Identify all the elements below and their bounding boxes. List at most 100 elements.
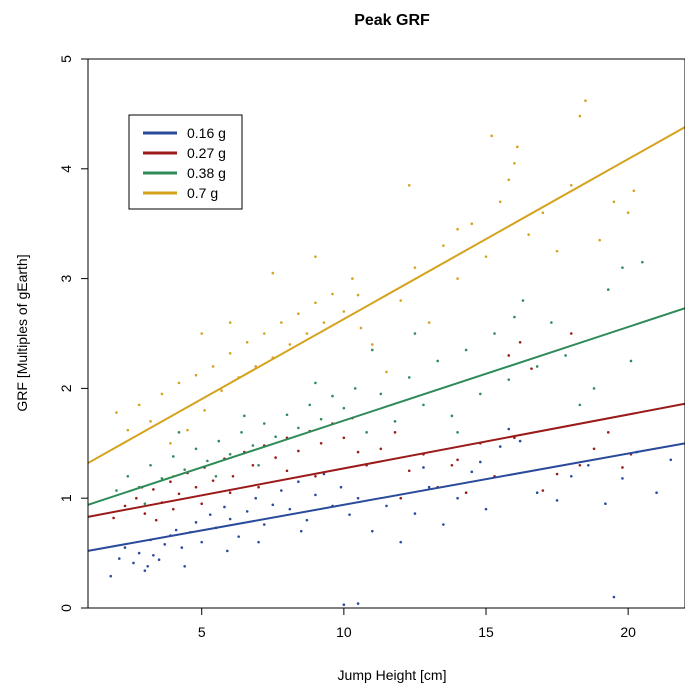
data-point	[584, 99, 587, 103]
data-point	[160, 392, 164, 396]
fit-line	[87, 402, 685, 518]
legend: 0.16 g 0.27 g 0.38 g 0.7 g	[128, 114, 243, 210]
data-point	[297, 449, 300, 453]
data-point	[365, 431, 368, 434]
data-point	[274, 456, 277, 459]
data-point	[262, 332, 266, 335]
data-point	[598, 238, 602, 242]
fit-lines-layer	[87, 126, 685, 552]
data-point	[115, 489, 118, 492]
data-point	[592, 447, 596, 451]
data-point	[228, 491, 232, 495]
data-point	[163, 543, 167, 546]
data-point	[186, 428, 189, 432]
data-point	[379, 447, 383, 451]
data-point	[507, 427, 511, 431]
data-point	[385, 504, 388, 508]
data-point	[319, 442, 323, 445]
data-point	[251, 463, 255, 467]
data-point	[177, 381, 181, 385]
data-point	[464, 348, 468, 352]
data-point	[370, 348, 374, 352]
data-point	[450, 414, 454, 418]
data-point	[251, 444, 255, 447]
data-point	[194, 373, 198, 377]
data-point	[521, 299, 525, 302]
data-point	[621, 266, 624, 269]
data-point	[413, 512, 417, 515]
data-point	[319, 417, 323, 421]
data-point	[200, 332, 204, 335]
data-point	[214, 474, 218, 478]
data-point	[612, 595, 616, 599]
data-point	[621, 477, 624, 480]
data-point	[331, 292, 334, 296]
data-point	[393, 431, 397, 434]
legend-label: 0.16 g	[187, 125, 226, 141]
data-point	[456, 227, 459, 231]
data-point	[152, 553, 155, 557]
data-point	[257, 540, 260, 544]
data-point	[399, 496, 403, 500]
data-point	[629, 359, 633, 363]
data-point	[450, 463, 454, 467]
data-point	[171, 455, 175, 458]
data-point	[299, 529, 303, 533]
data-point	[228, 452, 232, 456]
data-point	[498, 200, 502, 204]
x-tick-label: 15	[478, 624, 494, 640]
data-point	[217, 439, 221, 443]
data-point	[314, 493, 317, 497]
data-point	[541, 489, 545, 492]
data-point	[342, 436, 346, 440]
x-tick-label: 5	[198, 624, 206, 640]
data-point	[160, 477, 164, 480]
data-point	[484, 507, 488, 511]
data-point	[331, 394, 334, 398]
data-point	[498, 445, 502, 448]
data-point	[240, 431, 243, 434]
data-point	[231, 474, 235, 478]
data-point	[177, 431, 181, 434]
data-point	[149, 420, 152, 423]
data-point	[200, 540, 204, 544]
data-point	[527, 233, 530, 236]
data-point	[274, 435, 277, 439]
data-point	[479, 392, 482, 396]
data-point	[117, 557, 121, 560]
data-point	[399, 540, 403, 544]
data-point	[123, 504, 127, 508]
legend-label: 0.38 g	[187, 165, 226, 181]
data-point	[206, 459, 209, 463]
fit-line	[87, 442, 685, 552]
data-point	[427, 485, 431, 489]
data-point	[407, 469, 411, 473]
data-point	[555, 249, 559, 253]
data-point	[194, 485, 198, 489]
data-point	[180, 546, 184, 549]
data-point	[479, 460, 482, 464]
data-point	[348, 513, 351, 516]
data-point	[157, 558, 161, 561]
data-point	[351, 277, 354, 280]
data-point	[612, 200, 616, 204]
data-point	[314, 301, 317, 305]
data-point	[174, 528, 178, 532]
data-point	[132, 561, 135, 565]
x-tick-label: 20	[620, 624, 636, 640]
data-point	[507, 354, 511, 357]
legend-label: 0.7 g	[187, 185, 218, 201]
y-tick-label: 4	[58, 165, 74, 173]
data-point	[470, 470, 474, 474]
data-point	[413, 266, 417, 269]
y-tick-label: 2	[58, 384, 74, 392]
data-point	[169, 480, 172, 484]
data-point	[280, 489, 283, 492]
data-point	[137, 403, 141, 407]
data-point	[422, 403, 425, 407]
data-point	[359, 326, 363, 330]
data-point	[456, 458, 459, 462]
data-point	[223, 505, 226, 509]
data-point	[456, 431, 459, 434]
data-point	[262, 422, 266, 425]
